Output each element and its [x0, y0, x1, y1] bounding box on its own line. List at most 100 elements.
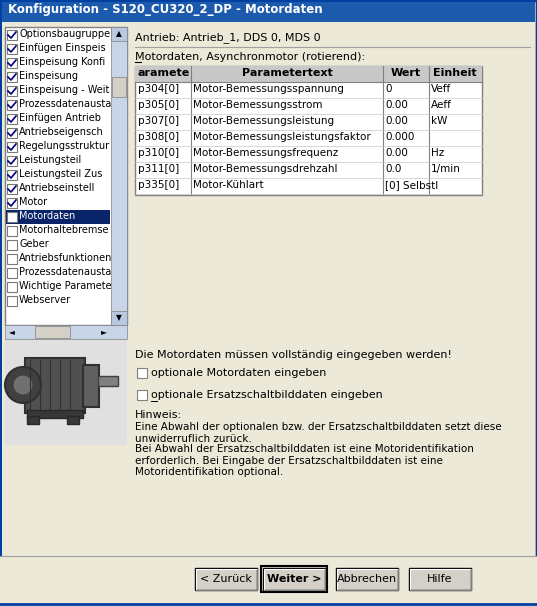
Text: 0.000: 0.000	[385, 132, 415, 142]
Bar	[263, 568, 325, 590]
Bar	[7, 58, 17, 68]
Text: optionale Ersatzschaltbilddaten eingeben: optionale Ersatzschaltbilddaten eingeben	[151, 390, 383, 400]
Bar	[27, 416, 39, 424]
Text: Bei Abwahl der Ersatzschaltbilddaten ist eine Motoridentifikation
erforderlich. : Bei Abwahl der Ersatzschaltbilddaten ist…	[135, 444, 474, 477]
Text: Motor-Bemessungsdrehzahl: Motor-Bemessungsdrehzahl	[193, 164, 337, 174]
Bar	[135, 66, 482, 195]
Bar	[409, 568, 471, 590]
Text: 1/min: 1/min	[431, 164, 461, 174]
Bar	[111, 311, 127, 325]
Text: Leistungsteil: Leistungsteil	[19, 155, 81, 165]
Text: Antriebseinstell: Antriebseinstell	[19, 183, 96, 193]
Bar	[135, 66, 482, 82]
Bar	[6, 210, 110, 224]
Text: Motordaten, Asynchronmotor (rotierend):: Motordaten, Asynchronmotor (rotierend):	[135, 52, 365, 62]
Text: 0.0: 0.0	[385, 164, 401, 174]
Text: Motor: Motor	[19, 197, 47, 207]
Bar	[261, 566, 327, 592]
Text: Motor-Bemessungsfrequenz: Motor-Bemessungsfrequenz	[193, 148, 338, 158]
Bar	[5, 325, 127, 339]
Text: Einspeisung - Weit: Einspeisung - Weit	[19, 85, 110, 95]
Text: p308[0]: p308[0]	[138, 132, 179, 142]
Bar	[7, 198, 17, 208]
Bar	[7, 72, 17, 82]
Text: Antrieb: Antrieb_1, DDS 0, MDS 0: Antrieb: Antrieb_1, DDS 0, MDS 0	[135, 32, 321, 43]
Bar	[195, 568, 257, 590]
Text: ▼: ▼	[116, 313, 122, 322]
Bar	[2, 2, 535, 22]
Text: Einspeisung Konfi: Einspeisung Konfi	[19, 57, 105, 67]
Text: Webserver: Webserver	[19, 295, 71, 305]
Circle shape	[5, 367, 41, 403]
Bar	[7, 268, 17, 278]
Text: Motor-Bemessungsleistungsfaktor: Motor-Bemessungsleistungsfaktor	[193, 132, 371, 142]
Text: Motordaten: Motordaten	[19, 211, 75, 221]
Text: Hinweis:: Hinweis:	[135, 410, 182, 420]
Text: p335[0]: p335[0]	[138, 180, 179, 190]
Text: Veff: Veff	[431, 84, 451, 94]
Text: ▲: ▲	[116, 30, 122, 39]
Bar	[7, 114, 17, 124]
Text: Regelungsstruktur: Regelungsstruktur	[19, 141, 109, 151]
Bar	[67, 416, 79, 424]
Bar	[7, 296, 17, 306]
Text: Motorhaltebremse: Motorhaltebremse	[19, 225, 108, 235]
Bar	[7, 44, 17, 54]
Text: Eine Abwahl der optionalen bzw. der Ersatzschaltbilddaten setzt diese
unwiderruf: Eine Abwahl der optionalen bzw. der Ersa…	[135, 422, 502, 444]
Text: Motor-Bemessungsleistung: Motor-Bemessungsleistung	[193, 116, 334, 126]
Text: 0.00: 0.00	[385, 100, 408, 110]
Text: optionale Motordaten eingeben: optionale Motordaten eingeben	[151, 368, 326, 378]
Bar	[137, 390, 147, 400]
Text: Wert: Wert	[391, 68, 421, 78]
Bar	[98, 376, 118, 386]
Text: p307[0]: p307[0]	[138, 116, 179, 126]
Text: aramete: aramete	[138, 68, 190, 78]
Bar	[7, 86, 17, 96]
Text: Einfügen Einspeis: Einfügen Einspeis	[19, 43, 106, 53]
Bar	[5, 27, 127, 325]
Text: Parametertext: Parametertext	[242, 68, 332, 78]
Text: Wichtige Paramete: Wichtige Paramete	[19, 281, 112, 291]
Bar	[0, 556, 537, 606]
Bar	[111, 27, 127, 41]
Text: Konfiguration - S120_CU320_2_DP - Motordaten: Konfiguration - S120_CU320_2_DP - Motord…	[8, 3, 323, 16]
Bar	[7, 170, 17, 180]
Bar	[83, 365, 99, 407]
Bar	[25, 358, 85, 413]
Bar	[35, 326, 70, 338]
Text: Einheit: Einheit	[433, 68, 477, 78]
Text: Hz: Hz	[431, 148, 444, 158]
Text: ►: ►	[101, 327, 107, 336]
Text: p304[0]: p304[0]	[138, 84, 179, 94]
Text: Hilfe: Hilfe	[427, 574, 453, 584]
Bar	[7, 30, 17, 40]
Text: Die Motordaten müssen vollständig eingegeben werden!: Die Motordaten müssen vollständig eingeg…	[135, 350, 452, 360]
Text: kW: kW	[431, 116, 447, 126]
Text: p311[0]: p311[0]	[138, 164, 179, 174]
Text: Geber: Geber	[19, 239, 49, 249]
Text: p310[0]: p310[0]	[138, 148, 179, 158]
Bar	[7, 226, 17, 236]
Text: 0: 0	[385, 84, 391, 94]
Text: Leistungsteil Zus: Leistungsteil Zus	[19, 169, 103, 179]
Text: Antriebseigensch: Antriebseigensch	[19, 127, 104, 137]
Text: Optionsbaugruppe: Optionsbaugruppe	[19, 29, 110, 39]
Bar	[7, 254, 17, 264]
Text: Motor-Bemessungsspannung: Motor-Bemessungsspannung	[193, 84, 344, 94]
Text: Aeff: Aeff	[431, 100, 452, 110]
Bar	[7, 142, 17, 152]
Bar	[7, 156, 17, 166]
Bar	[336, 568, 398, 590]
Bar	[7, 128, 17, 138]
Bar	[27, 410, 83, 418]
Text: Abbrechen: Abbrechen	[337, 574, 397, 584]
Bar	[112, 77, 126, 97]
Bar	[111, 27, 127, 325]
Text: 0.00: 0.00	[385, 148, 408, 158]
Text: ◄: ◄	[9, 327, 15, 336]
Bar	[137, 368, 147, 378]
Text: p305[0]: p305[0]	[138, 100, 179, 110]
Circle shape	[13, 375, 33, 395]
Bar	[5, 340, 127, 445]
Text: [0] Selbstl: [0] Selbstl	[385, 180, 438, 190]
